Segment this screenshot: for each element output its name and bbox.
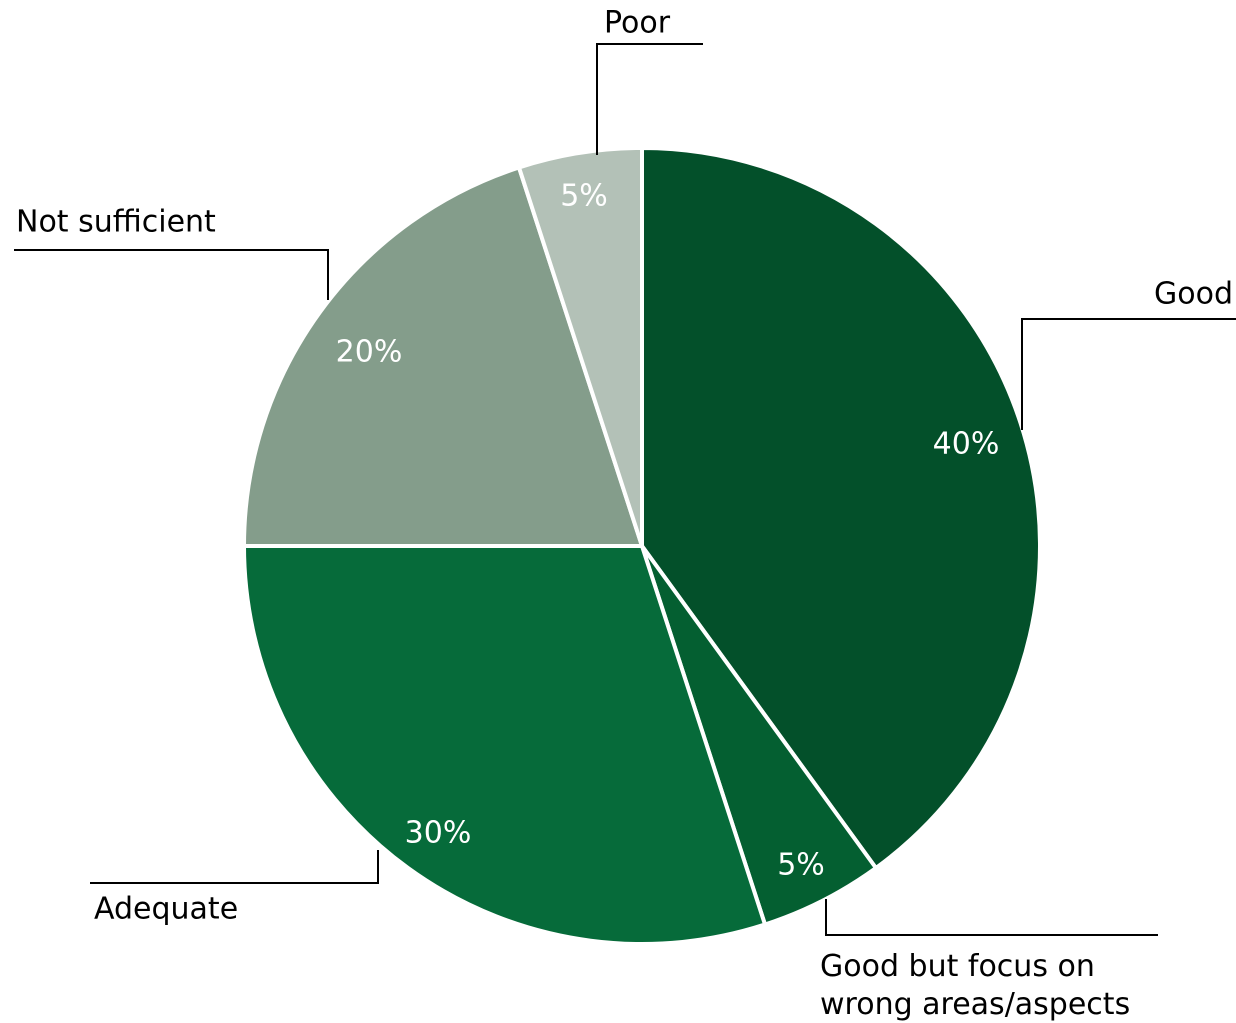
- slice-not-sufficient: [242, 165, 644, 548]
- category-label-line: wrong areas/aspects: [820, 987, 1130, 1022]
- category-label-good-but-focus-on-wrong-areas-aspects: Good but focus on wrong areas/aspects: [820, 949, 1130, 1022]
- category-labels: Good Good but focus on wrong areas/aspects…: [16, 6, 1233, 1022]
- category-label-good: Good: [1154, 277, 1233, 312]
- leader-lines: [14, 43, 1236, 936]
- category-label-adequate: Adequate: [94, 892, 238, 927]
- percent-label-adequate: 30%: [405, 816, 472, 851]
- percent-label-good: 40%: [933, 427, 1000, 462]
- leader-line-not-sufficient: [14, 249, 329, 300]
- leader-line-good: [1021, 318, 1236, 430]
- leader-line-poor: [596, 43, 703, 155]
- category-label-not-sufficient: Not sufficient: [16, 205, 216, 240]
- slice-poor: [517, 146, 644, 548]
- category-label-line: Good but focus on: [820, 949, 1095, 984]
- percent-label-not-sufficient: 20%: [336, 335, 403, 370]
- leader-line-adequate: [90, 850, 379, 884]
- slice-adequate: [242, 544, 767, 946]
- percent-labels: 40% 5% 30% 20% 5%: [336, 179, 1000, 883]
- percent-label-good-but-focus-on-wrong-areas-aspects: 5%: [777, 848, 825, 883]
- percent-label-poor: 5%: [560, 179, 608, 214]
- category-label-poor: Poor: [604, 6, 671, 41]
- slice-good: [640, 146, 1042, 870]
- leader-line-good-but-focus-on-wrong-areas-aspects: [825, 899, 1158, 936]
- pie-slices: [242, 146, 1042, 946]
